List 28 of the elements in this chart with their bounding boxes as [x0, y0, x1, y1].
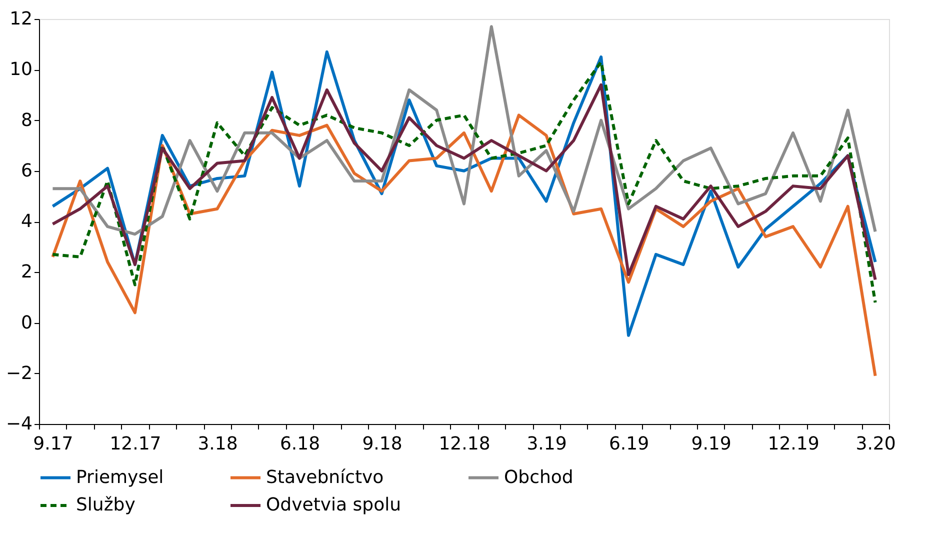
x-tick-label: 9.18 — [362, 434, 402, 454]
y-tick-label: −2 — [6, 362, 32, 384]
y-tick-label: 6 — [21, 160, 32, 182]
line-series — [51, 83, 877, 282]
x-tick-label: 9.17 — [33, 434, 74, 454]
y-tick-label: 4 — [21, 211, 32, 232]
y-tick-label: 10 — [10, 59, 32, 80]
y-tick-label: 2 — [21, 262, 32, 283]
x-tick-label: 6.18 — [280, 434, 320, 454]
x-tick-label: 3.18 — [198, 434, 238, 454]
legend-label: Stavebníctvo — [266, 466, 384, 488]
x-tick-label: 9.19 — [691, 434, 732, 454]
x-tick-label: 3.20 — [856, 434, 896, 454]
y-tick-label: 12 — [10, 8, 32, 30]
x-tick-label: 12.17 — [110, 434, 162, 454]
line-series — [51, 25, 877, 236]
legend-label: Služby — [76, 494, 136, 516]
y-tick-label: 0 — [21, 312, 32, 334]
x-tick-label: 6.19 — [608, 434, 650, 454]
line-series — [51, 60, 877, 304]
x-tick-label: 3.19 — [526, 434, 567, 454]
legend-label: Odvetvia spolu — [266, 494, 402, 516]
x-tick-label: 12.18 — [438, 434, 490, 454]
y-tick-label: 8 — [21, 110, 32, 131]
y-tick-label: −4 — [6, 414, 32, 434]
legend-label: Obchod — [504, 466, 574, 488]
legend-label: Priemysel — [76, 466, 164, 488]
x-tick-label: 12.19 — [768, 434, 820, 454]
